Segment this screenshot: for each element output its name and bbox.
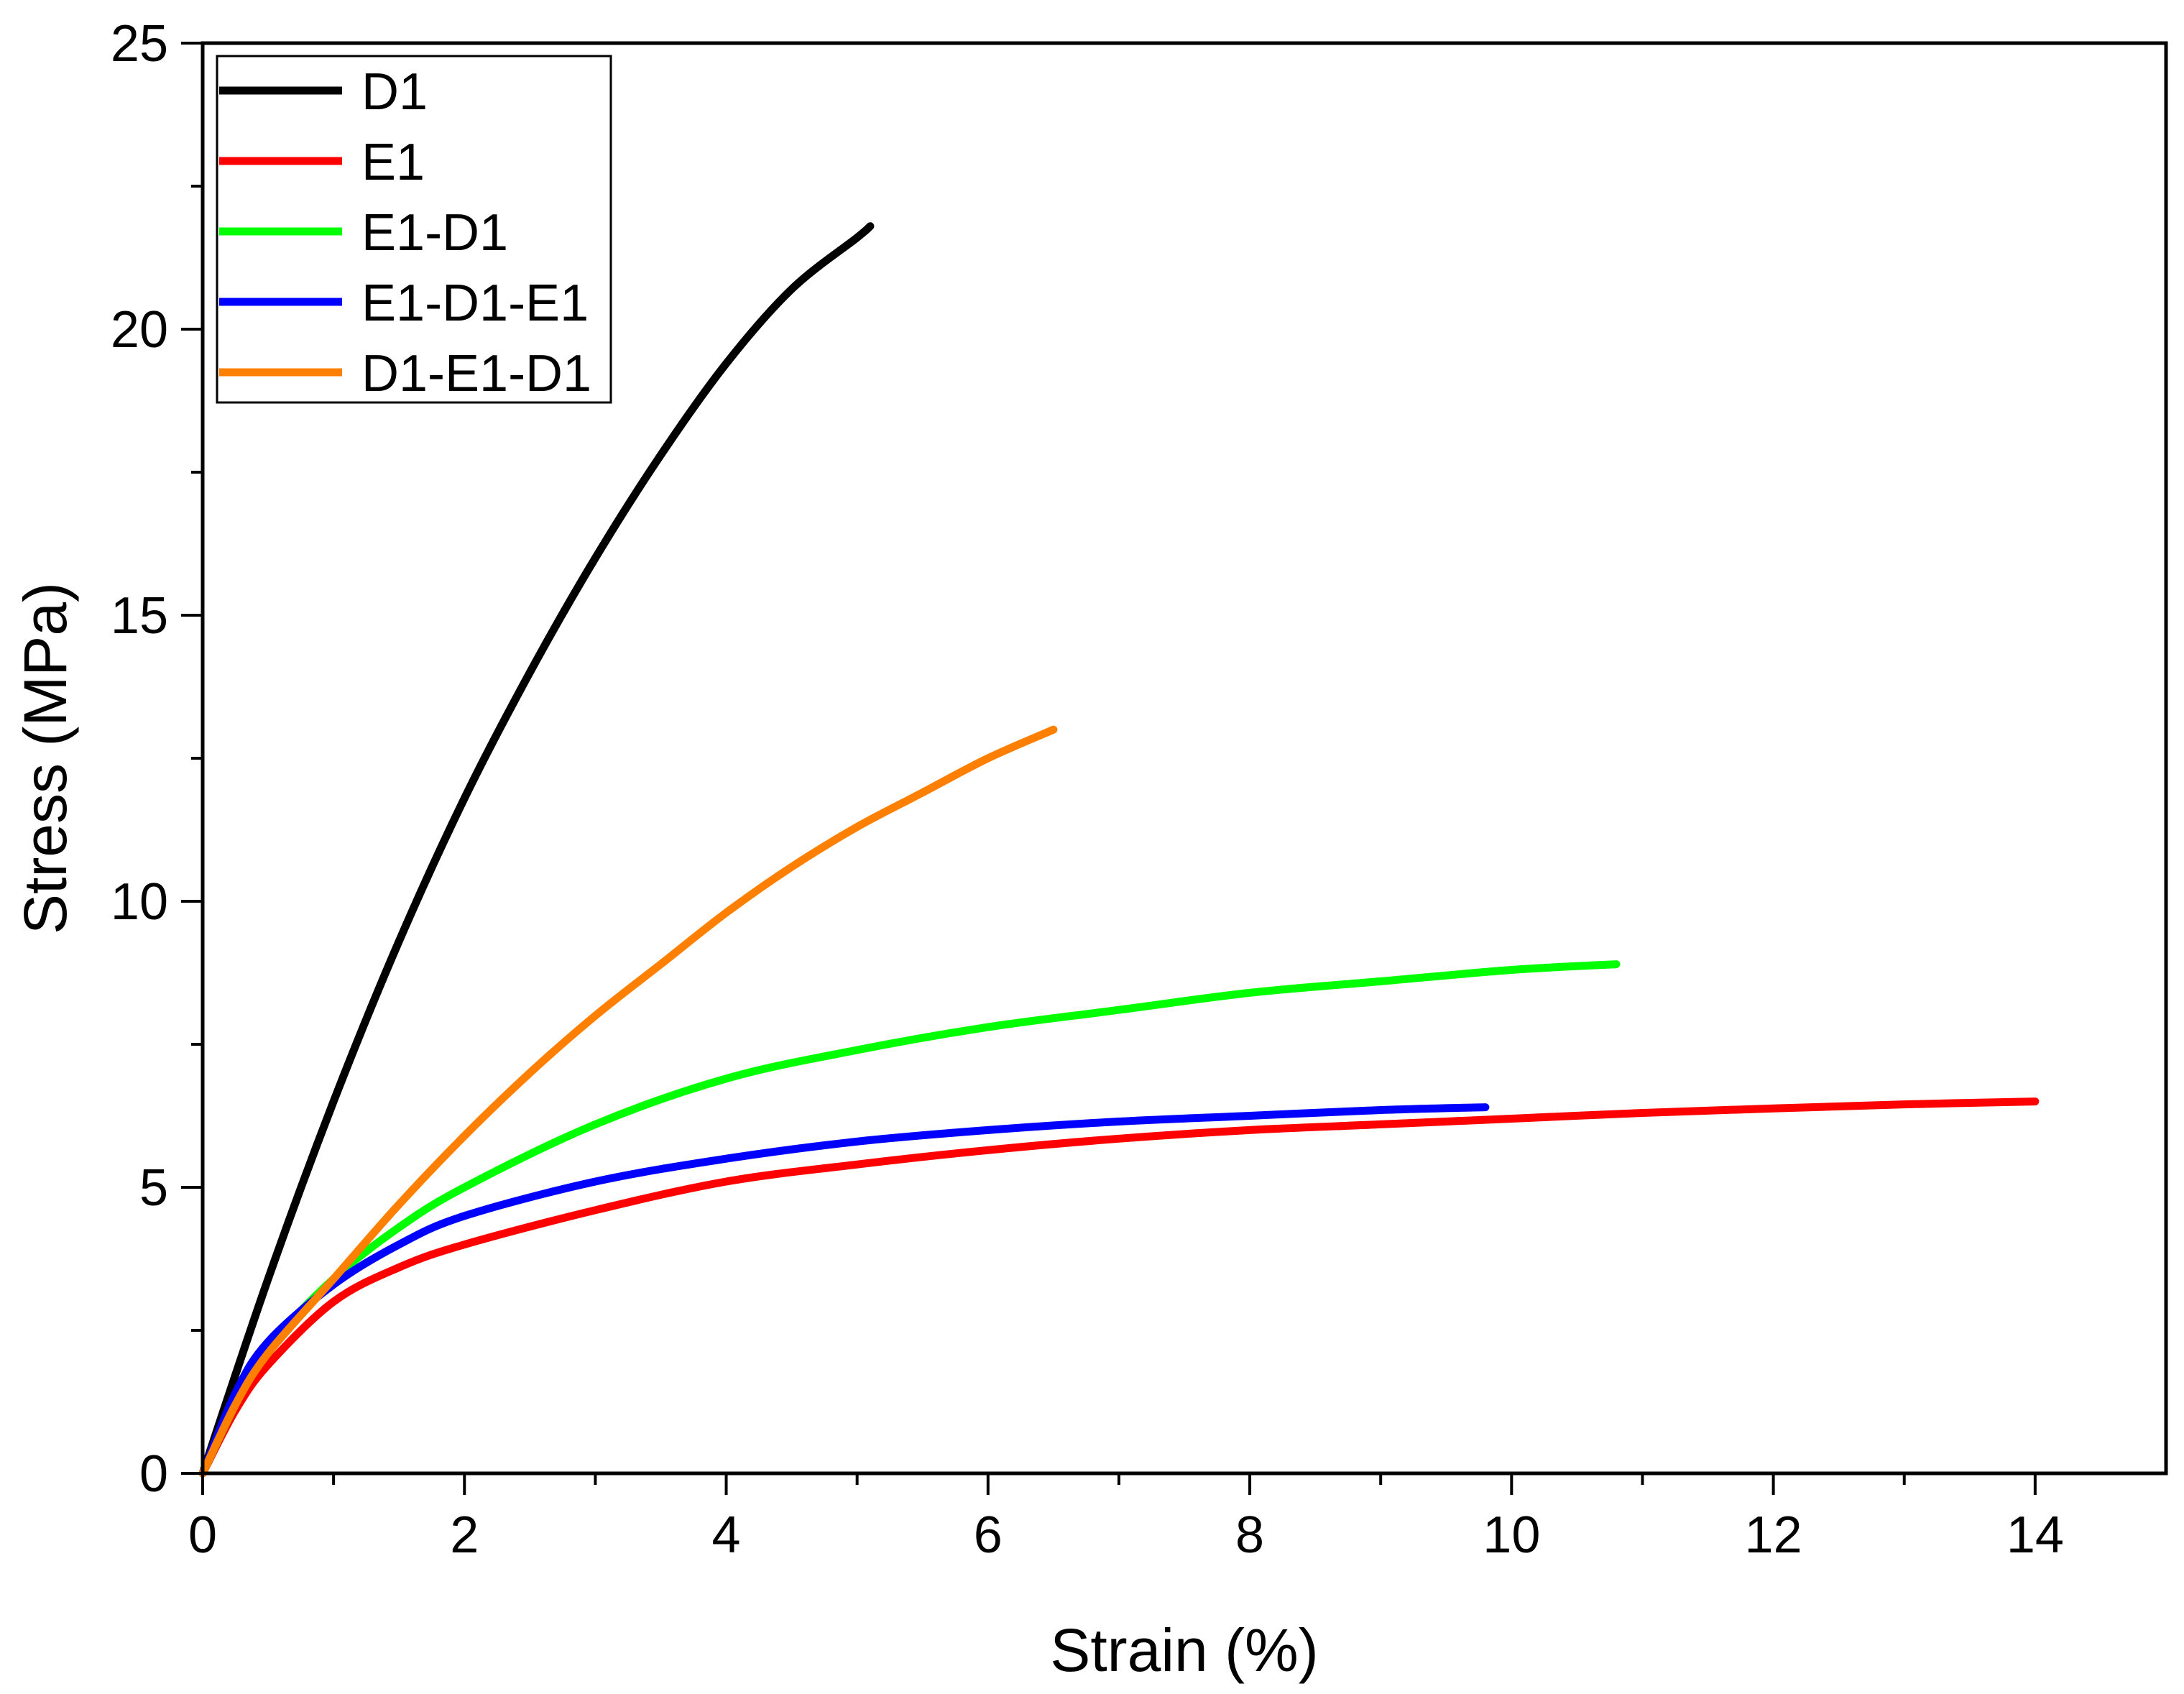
series-layer (198, 222, 2040, 1478)
y-tick-label: 25 (111, 15, 168, 73)
x-tick-label: 4 (712, 1506, 741, 1564)
legend-label-e1-d1: E1-D1 (361, 204, 508, 262)
y-tick-label: 10 (111, 873, 168, 931)
x-tick-label: 0 (188, 1506, 217, 1564)
legend-label-e1-d1-e1: E1-D1-E1 (361, 275, 589, 332)
x-tick-label: 10 (1483, 1506, 1540, 1564)
x-axis-title: Strain (%) (1050, 1616, 1318, 1684)
y-tick-label: 0 (139, 1445, 168, 1503)
legend-label-e1: E1 (361, 134, 425, 191)
series-line-d1-e1-d1 (198, 725, 1058, 1478)
y-tick-label: 5 (139, 1159, 168, 1217)
plot-frame (201, 41, 2168, 1476)
legend-label-d1: D1 (361, 63, 428, 121)
series-line-e1 (198, 1097, 2040, 1478)
ticks-layer: 0 2 4 6 8 10 12 14 0 5 10 15 20 25 (111, 15, 2064, 1564)
series-line-d1 (198, 222, 875, 1478)
x-tick-label: 2 (450, 1506, 479, 1564)
legend-label-d1-e1-d1: D1-E1-D1 (361, 345, 591, 402)
legend-items: D1 E1 E1-D1 E1-D1-E1 D1-E1-D1 (219, 63, 591, 402)
x-tick-label: 14 (2006, 1506, 2064, 1564)
x-tick-label: 12 (1745, 1506, 1802, 1564)
x-tick-label: 8 (1235, 1506, 1264, 1564)
y-tick-label: 20 (111, 301, 168, 359)
y-tick-label: 15 (111, 587, 168, 645)
y-axis-title: Stress (MPa) (11, 582, 79, 934)
legend: D1 E1 E1-D1 E1-D1-E1 D1-E1-D1 (216, 55, 612, 404)
x-tick-label: 6 (974, 1506, 1003, 1564)
